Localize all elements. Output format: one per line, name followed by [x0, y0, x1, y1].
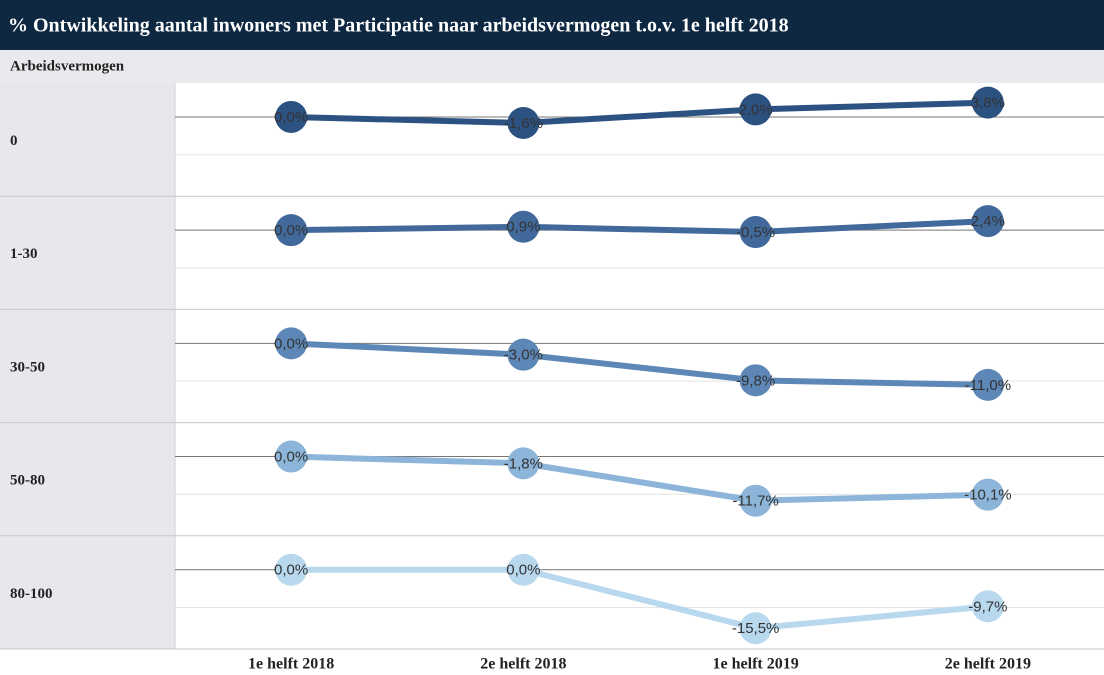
point [971, 205, 1004, 238]
value-label: -0,5% [736, 224, 775, 241]
x-tick-label: 1e helft 2019 [713, 656, 799, 673]
row-label: 1-30 [10, 246, 38, 262]
series-line [291, 99, 988, 126]
point [275, 553, 308, 586]
row-label-column [0, 83, 175, 649]
value-label: 2,4% [971, 213, 1005, 230]
row-label: 50-80 [10, 473, 45, 489]
value-label: -10,1% [964, 487, 1012, 504]
value-label: 0,9% [506, 219, 540, 236]
point [739, 484, 772, 517]
point [739, 364, 772, 397]
value-label: 0,0% [274, 109, 308, 126]
series-line [291, 453, 988, 504]
value-label: 0,0% [274, 335, 308, 352]
value-label: -11,0% [965, 377, 1011, 394]
title-bar [0, 0, 1104, 50]
point [275, 214, 308, 247]
point [507, 338, 540, 371]
value-label: -9,7% [968, 598, 1007, 615]
row-label: 80-100 [10, 586, 53, 602]
point [739, 216, 772, 249]
series-line [291, 218, 989, 236]
value-label: 0,0% [274, 562, 308, 579]
point [971, 478, 1004, 511]
point [275, 100, 308, 133]
series-line [291, 566, 989, 632]
point [971, 86, 1004, 119]
x-tick-label: 2e helft 2018 [480, 656, 566, 673]
row-header: Arbeidsvermogen [10, 58, 125, 74]
point [275, 440, 308, 473]
x-tick-label: 1e helft 2018 [248, 656, 334, 673]
point [507, 553, 540, 586]
point [739, 612, 772, 645]
value-label: 3,8% [971, 95, 1005, 112]
point [275, 327, 308, 360]
chart-title: % Ontwikkeling aantal inwoners met Parti… [8, 15, 789, 37]
point [971, 590, 1004, 623]
point [739, 93, 772, 126]
value-label: -11,7% [732, 493, 778, 510]
value-label: -15,5% [732, 620, 780, 637]
row-label: 30-50 [10, 359, 45, 375]
value-label: -9,8% [736, 372, 775, 389]
value-label: -1,6% [504, 115, 543, 132]
value-label: -1,8% [504, 455, 543, 472]
row-label: 0 [10, 133, 18, 149]
point [507, 447, 540, 480]
value-label: -3,0% [504, 347, 543, 364]
header-strip [0, 50, 1104, 83]
point [971, 368, 1004, 401]
value-label: 2,0% [739, 101, 773, 118]
point [507, 106, 540, 139]
x-tick-label: 2e helft 2019 [945, 656, 1031, 673]
series-line [290, 340, 988, 388]
value-label: 0,0% [274, 222, 308, 239]
value-label: 0,0% [506, 562, 540, 579]
value-label: 0,0% [274, 449, 308, 466]
point [507, 210, 540, 243]
